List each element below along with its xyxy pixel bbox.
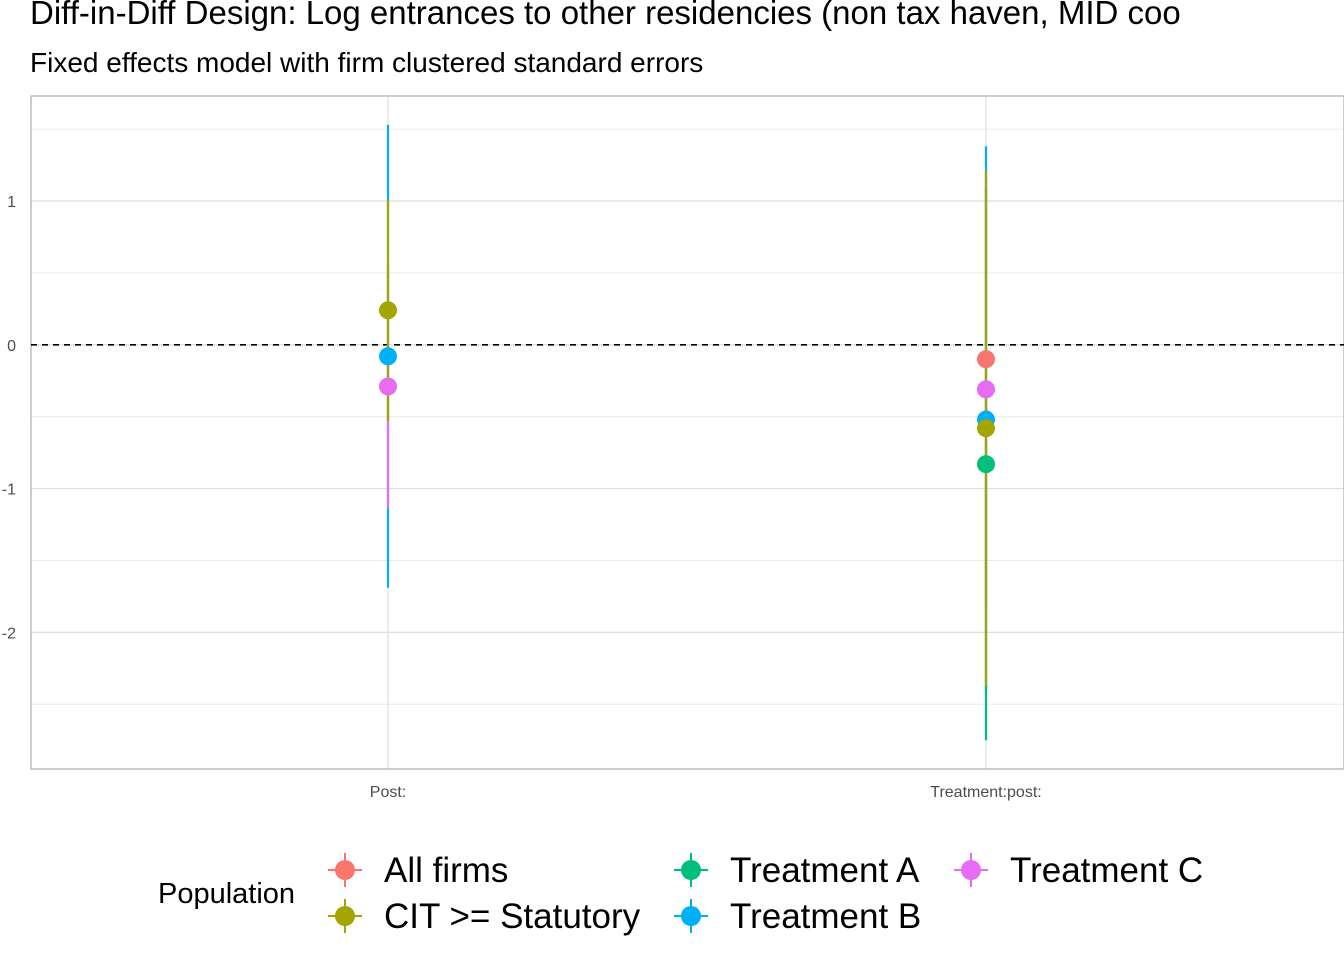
marks-layer: [31, 124, 1344, 741]
estimate-point: [977, 455, 995, 474]
legend-key: [954, 853, 988, 887]
legend-key: [328, 899, 362, 933]
estimate-point: [977, 419, 995, 438]
grid-layer: [30, 95, 1344, 770]
legend-key-dot: [961, 860, 981, 880]
y-tick-label: 1: [7, 194, 16, 211]
legend-label: Treatment B: [730, 897, 921, 936]
x-tick-label: Post:: [370, 784, 406, 801]
panel-border: [30, 95, 1344, 770]
estimate-point: [977, 380, 995, 399]
chart-title: Diff-in-Diff Design: Log entrances to ot…: [30, 0, 1181, 31]
axis-layer: -2 -1 0 1 Post: Treatment:post:: [2, 194, 1042, 801]
legend-label: Treatment C: [1010, 851, 1203, 890]
y-tick-label: -2: [2, 625, 16, 642]
legend-key: [674, 899, 708, 933]
legend-label: All firms: [384, 851, 508, 890]
legend-key-dot: [335, 860, 355, 880]
legend: Population All firms CIT >= Statutory Treat…: [158, 851, 1203, 936]
estimate-point: [977, 350, 995, 369]
y-tick-label: -1: [2, 482, 16, 499]
legend-label: Treatment A: [730, 851, 920, 890]
legend-key-dot: [681, 906, 701, 926]
legend-title: Population: [158, 878, 295, 910]
legend-key-dot: [335, 906, 355, 926]
legend-key: [674, 853, 708, 887]
legend-key-dot: [681, 860, 701, 880]
x-tick-label: Treatment:post:: [930, 784, 1041, 801]
estimate-point: [379, 377, 397, 396]
y-tick-label: 0: [7, 338, 16, 355]
chart-subtitle: Fixed effects model with firm clustered …: [30, 47, 704, 78]
estimate-point: [379, 301, 397, 320]
legend-key: [328, 853, 362, 887]
estimate-point: [379, 347, 397, 366]
legend-label: CIT >= Statutory: [384, 897, 641, 936]
